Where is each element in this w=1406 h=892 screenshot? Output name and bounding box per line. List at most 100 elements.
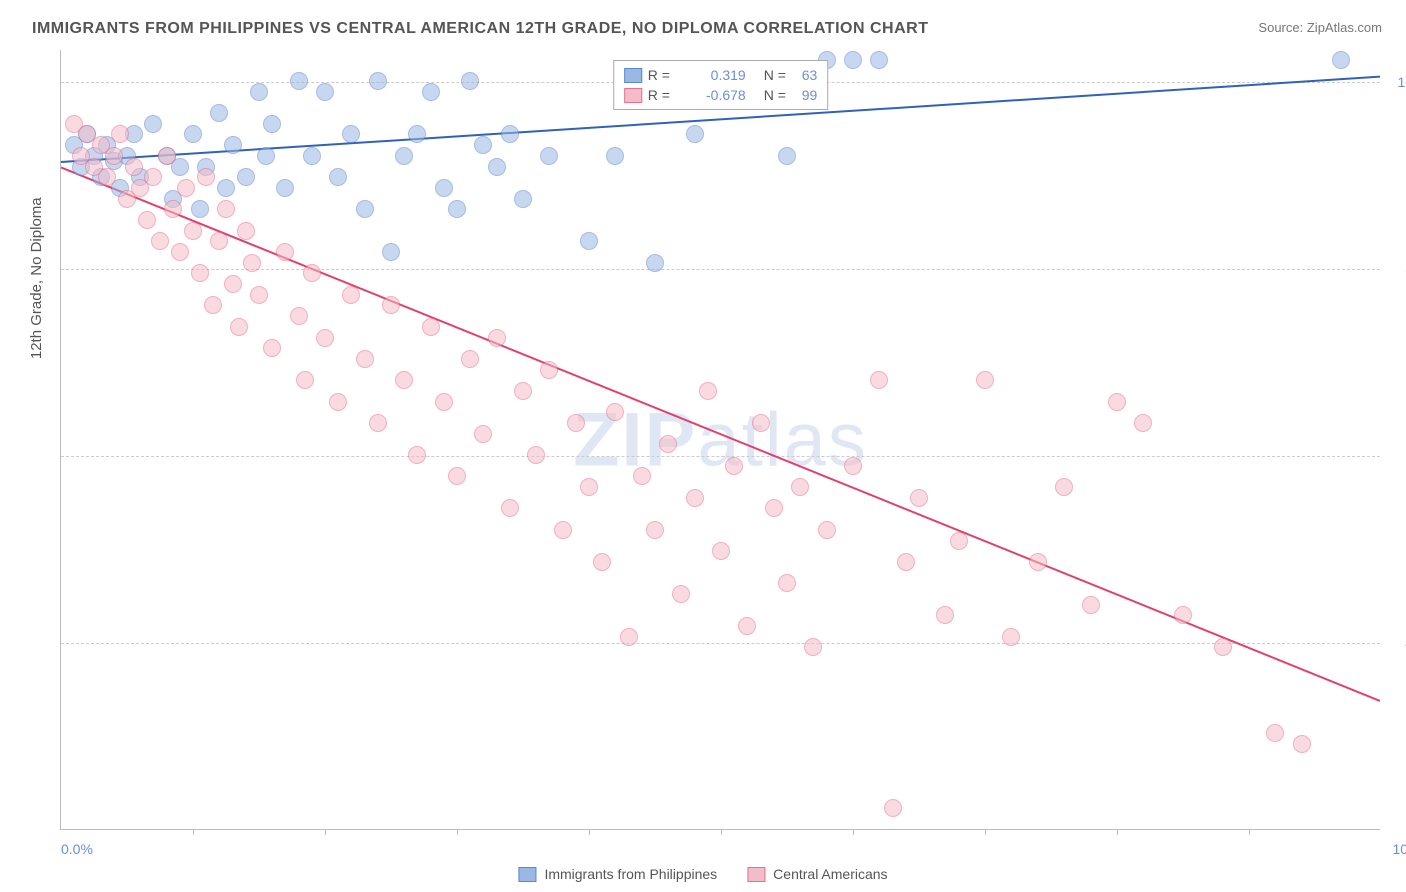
point-central-american	[111, 125, 129, 143]
point-central-american	[606, 403, 624, 421]
point-central-american	[177, 179, 195, 197]
point-philippines	[356, 200, 374, 218]
point-philippines	[395, 147, 413, 165]
point-central-american	[296, 371, 314, 389]
point-philippines	[191, 200, 209, 218]
point-central-american	[164, 200, 182, 218]
point-philippines	[250, 83, 268, 101]
x-tick	[853, 829, 854, 835]
point-central-american	[976, 371, 994, 389]
point-philippines	[408, 125, 426, 143]
point-central-american	[237, 222, 255, 240]
point-central-american	[738, 617, 756, 635]
source-value: ZipAtlas.com	[1307, 20, 1382, 35]
point-central-american	[184, 222, 202, 240]
x-tick	[721, 829, 722, 835]
point-philippines	[501, 125, 519, 143]
point-central-american	[884, 799, 902, 817]
point-central-american	[514, 382, 532, 400]
x-tick	[1249, 829, 1250, 835]
n-value-1: 63	[802, 67, 818, 83]
point-central-american	[1293, 735, 1311, 753]
point-central-american	[98, 168, 116, 186]
chart-title: IMMIGRANTS FROM PHILIPPINES VS CENTRAL A…	[32, 20, 928, 38]
r-value-2: -0.678	[686, 87, 746, 103]
legend-correlation-box: R = 0.319 N = 63 R = -0.678 N = 99	[613, 60, 829, 110]
source-attribution: Source: ZipAtlas.com	[1258, 20, 1382, 35]
point-central-american	[342, 286, 360, 304]
gridline	[61, 269, 1380, 270]
point-philippines	[210, 104, 228, 122]
x-axis-max-label: 100.0%	[1393, 841, 1406, 857]
point-central-american	[290, 307, 308, 325]
point-philippines	[488, 158, 506, 176]
point-central-american	[356, 350, 374, 368]
watermark-rest: atlas	[697, 397, 868, 482]
point-central-american	[408, 446, 426, 464]
point-central-american	[620, 628, 638, 646]
point-central-american	[672, 585, 690, 603]
legend-swatch-blue	[518, 867, 536, 882]
point-central-american	[448, 467, 466, 485]
point-central-american	[204, 296, 222, 314]
point-central-american	[818, 521, 836, 539]
point-central-american	[105, 147, 123, 165]
legend-swatch-pink	[747, 867, 765, 882]
point-philippines	[606, 147, 624, 165]
source-label: Source:	[1258, 20, 1303, 35]
gridline	[61, 643, 1380, 644]
point-philippines	[237, 168, 255, 186]
point-philippines	[257, 147, 275, 165]
point-central-american	[1108, 393, 1126, 411]
point-central-american	[659, 435, 677, 453]
point-philippines	[329, 168, 347, 186]
point-philippines	[303, 147, 321, 165]
x-axis-min-label: 0.0%	[61, 841, 93, 857]
point-central-american	[144, 168, 162, 186]
point-philippines	[844, 51, 862, 69]
point-central-american	[171, 243, 189, 261]
point-philippines	[369, 72, 387, 90]
point-central-american	[303, 264, 321, 282]
point-central-american	[263, 339, 281, 357]
legend-item-philippines: Immigrants from Philippines	[518, 866, 717, 882]
n-label: N =	[764, 67, 796, 83]
point-philippines	[263, 115, 281, 133]
point-philippines	[144, 115, 162, 133]
point-central-american	[243, 254, 261, 272]
x-tick	[985, 829, 986, 835]
point-central-american	[224, 275, 242, 293]
point-central-american	[778, 574, 796, 592]
point-central-american	[474, 425, 492, 443]
point-central-american	[725, 457, 743, 475]
point-central-american	[488, 329, 506, 347]
point-central-american	[369, 414, 387, 432]
point-central-american	[125, 158, 143, 176]
gridline	[61, 456, 1380, 457]
legend-row-series1: R = 0.319 N = 63	[624, 65, 818, 85]
point-central-american	[567, 414, 585, 432]
point-central-american	[210, 232, 228, 250]
point-philippines	[382, 243, 400, 261]
point-central-american	[765, 499, 783, 517]
point-central-american	[1214, 638, 1232, 656]
trend-lines-svg	[61, 50, 1380, 829]
point-philippines	[461, 72, 479, 90]
point-philippines	[646, 254, 664, 272]
point-central-american	[752, 414, 770, 432]
x-tick	[457, 829, 458, 835]
point-central-american	[382, 296, 400, 314]
point-central-american	[1266, 724, 1284, 742]
point-central-american	[329, 393, 347, 411]
point-central-american	[395, 371, 413, 389]
point-central-american	[1002, 628, 1020, 646]
point-central-american	[250, 286, 268, 304]
y-tick-label: 100.0%	[1398, 74, 1406, 90]
point-philippines	[580, 232, 598, 250]
x-tick	[589, 829, 590, 835]
point-philippines	[540, 147, 558, 165]
point-central-american	[554, 521, 572, 539]
point-philippines	[422, 83, 440, 101]
plot-area: ZIPatlas 47.5%65.0%82.5%100.0% R = 0.319…	[60, 50, 1380, 830]
point-central-american	[593, 553, 611, 571]
